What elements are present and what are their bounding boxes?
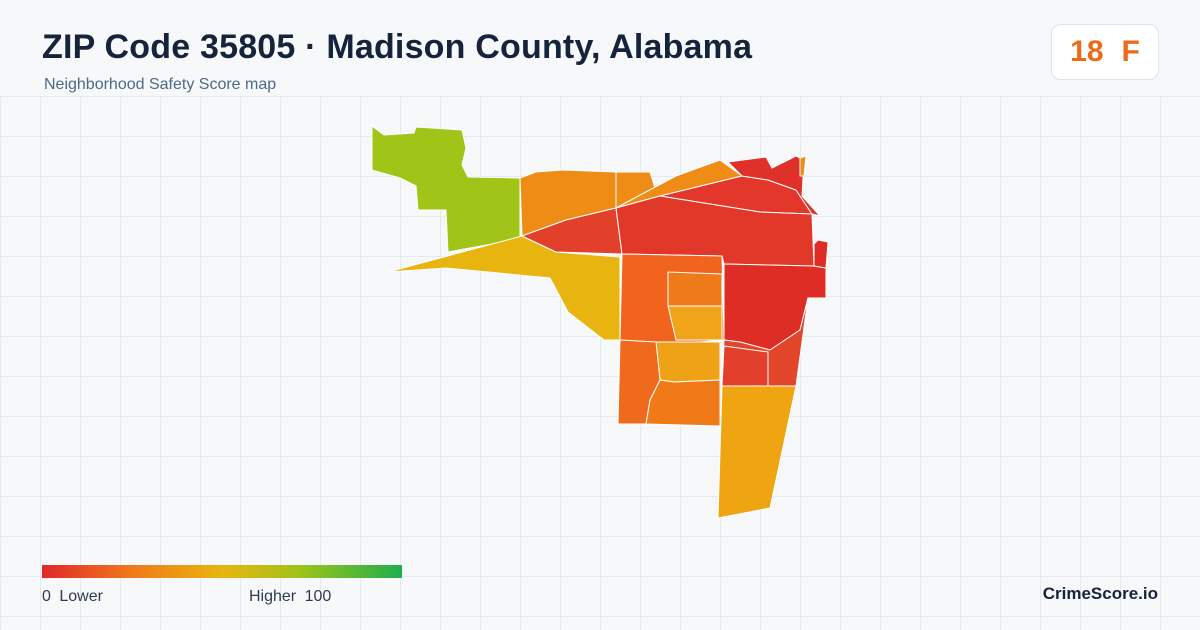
region-south[interactable] [645,379,721,427]
grade-letter: F [1121,35,1140,68]
region-northeast-2[interactable] [727,155,821,217]
region-middle-b[interactable] [667,305,723,341]
safety-score-legend-bar [42,565,402,578]
region-south-center[interactable] [655,341,721,383]
region-northeast-tip[interactable] [799,155,807,177]
region-middle-a[interactable] [667,271,723,307]
region-east-edge[interactable] [813,239,829,269]
region-northwest[interactable] [371,125,521,253]
region-east[interactable] [723,263,827,351]
page-title: ZIP Code 35805 · Madison County, Alabama [42,28,753,66]
grade-score: 18 [1070,35,1104,68]
region-southeast-2[interactable] [721,345,769,387]
legend-low-label: 0 Lower [42,588,103,605]
region-far-south[interactable] [717,385,797,519]
brand-logo-text: CrimeScore.io [1042,584,1158,603]
page-subtitle: Neighborhood Safety Score map [44,76,277,93]
legend-high-label: Higher 100 [249,588,332,605]
safety-grade-badge: 18 F [1051,24,1159,80]
